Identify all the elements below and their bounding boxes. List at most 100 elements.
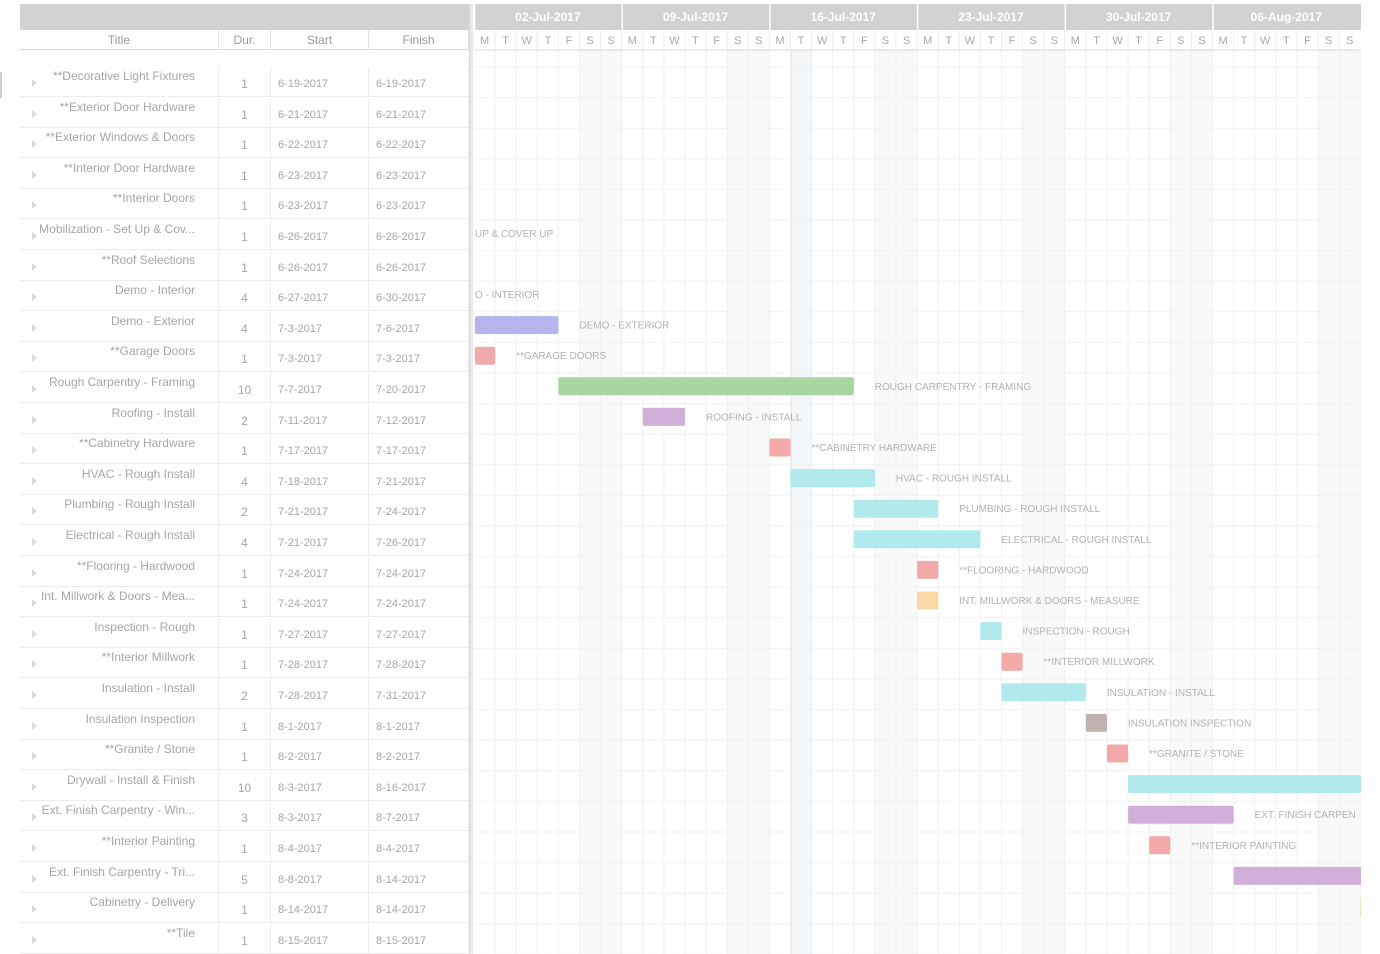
task-start: 6-19-2017 (271, 67, 369, 97)
expand-arrow-icon[interactable] (32, 935, 37, 944)
table-row[interactable]: Insulation Inspection 1 8-1-2017 8-1-2017 (20, 709, 469, 740)
task-title-cell[interactable]: **Tile (20, 923, 219, 954)
table-row[interactable]: **Interior Door Hardware 1 6-23-2017 6-23-2… (20, 158, 469, 189)
task-title-cell[interactable]: Ext. Finish Carpentry - Tri... (20, 862, 219, 893)
table-row[interactable]: Roofing - Install 2 7-11-2017 7-12-2017 (20, 403, 469, 434)
column-header-duration[interactable]: Dur. (219, 30, 271, 50)
expand-arrow-icon[interactable] (32, 354, 37, 363)
task-title-cell[interactable]: **Roof Selections (20, 250, 219, 281)
table-row[interactable]: **Granite / Stone 1 8-2-2017 8-2-2017 (20, 740, 469, 771)
task-title-cell[interactable]: Roofing - Install (20, 403, 219, 434)
table-row[interactable]: Ext. Finish Carpentry - Tri... 5 8-8-2017 8… (20, 862, 469, 893)
grid-splitter[interactable] (469, 4, 473, 954)
expand-arrow-icon[interactable] (32, 721, 37, 730)
expand-arrow-icon[interactable] (32, 507, 37, 516)
table-row[interactable]: **Exterior Door Hardware 1 6-21-2017 6-21-2… (20, 97, 469, 128)
task-title-cell[interactable]: Mobilization - Set Up & Cov... (20, 220, 219, 250)
task-title-cell[interactable]: **Interior Millwork (20, 648, 219, 679)
expand-arrow-icon[interactable] (32, 691, 37, 699)
expand-arrow-icon[interactable] (32, 476, 37, 485)
expand-arrow-icon[interactable] (32, 109, 37, 118)
expand-arrow-icon[interactable] (32, 568, 37, 577)
expand-arrow-icon[interactable] (32, 905, 37, 914)
expand-arrow-icon[interactable] (32, 660, 37, 669)
expand-arrow-icon[interactable] (32, 844, 37, 852)
task-title-cell[interactable]: Insulation Inspection (20, 709, 219, 740)
expand-arrow-icon[interactable] (32, 415, 37, 424)
expand-arrow-icon[interactable] (32, 79, 37, 87)
expand-arrow-icon[interactable] (32, 201, 37, 210)
expand-arrow-icon[interactable] (32, 232, 37, 240)
table-row[interactable]: **Roof Selections 1 6-26-2017 6-26-2017 (20, 250, 469, 281)
expand-arrow-icon[interactable] (32, 813, 37, 822)
task-title-cell[interactable]: Demo - Exterior (20, 311, 219, 342)
task-title-cell[interactable]: Inspection - Rough (20, 617, 219, 648)
table-row[interactable]: Rough Carpentry - Framing 10 7-7-2017 7-20-… (20, 373, 469, 403)
task-title-cell[interactable]: **Granite / Stone (20, 740, 219, 771)
table-row[interactable]: **Tile 1 8-15-2017 8-15-2017 (20, 923, 469, 954)
table-row[interactable]: Electrical - Rough Install 4 7-21-2017 7-26… (20, 526, 469, 556)
expand-arrow-icon[interactable] (32, 874, 37, 883)
task-title-cell[interactable]: Insulation - Install (20, 679, 219, 709)
week-label: 23-Jul-2017 (958, 10, 1024, 24)
column-header-finish[interactable]: Finish (369, 30, 469, 50)
expand-arrow-icon[interactable] (32, 446, 37, 455)
table-row[interactable]: Cabinetry - Delivery 1 8-14-2017 8-14-2017 (20, 893, 469, 924)
task-title-cell[interactable]: **Decorative Light Fixtures (20, 67, 219, 97)
task-start: 7-24-2017 (271, 556, 369, 587)
table-row[interactable]: **Flooring - Hardwood 1 7-24-2017 7-24-2017 (20, 556, 469, 587)
column-header-title[interactable]: Title (20, 30, 219, 50)
table-row[interactable]: Plumbing - Rough Install 2 7-21-2017 7-24-2… (20, 495, 469, 526)
table-row[interactable]: Int. Millwork & Doors - Mea... 1 7-24-2017… (20, 587, 469, 618)
task-bar-label: **INTERIOR MILLWORK (1044, 657, 1155, 668)
task-finish: 7-24-2017 (369, 556, 469, 587)
task-title-cell[interactable]: **Garage Doors (20, 342, 219, 373)
task-title-cell[interactable]: **Cabinetry Hardware (20, 434, 219, 465)
task-title-cell[interactable]: Demo - Interior (20, 281, 219, 312)
table-row[interactable]: **Exterior Windows & Doors 1 6-22-2017 6-22… (20, 128, 469, 159)
expand-arrow-icon[interactable] (32, 385, 37, 393)
task-title-cell[interactable]: **Interior Door Hardware (20, 158, 219, 189)
task-title-cell[interactable]: Plumbing - Rough Install (20, 495, 219, 526)
table-row[interactable]: Ext. Finish Carpentry - Win... 3 8-3-2017 8… (20, 801, 469, 832)
task-start: 7-21-2017 (271, 495, 369, 526)
task-title-cell[interactable]: **Interior Doors (20, 189, 219, 220)
task-title-cell[interactable]: **Interior Painting (20, 832, 219, 862)
table-row[interactable]: **Decorative Light Fixtures 1 6-19-2017 6-1… (20, 67, 469, 97)
task-title-cell[interactable]: Drywall - Install & Finish (20, 770, 219, 801)
expand-arrow-icon[interactable] (32, 262, 37, 271)
expand-arrow-icon[interactable] (32, 140, 37, 149)
table-row[interactable]: Insulation - Install 2 7-28-2017 7-31-2017 (20, 679, 469, 709)
task-title-cell[interactable]: Electrical - Rough Install (20, 526, 219, 556)
table-row[interactable]: Drywall - Install & Finish 10 8-3-2017 8-16… (20, 770, 469, 801)
expand-arrow-icon[interactable] (32, 752, 37, 761)
expand-arrow-icon[interactable] (32, 293, 37, 302)
table-row[interactable]: Demo - Interior 4 6-27-2017 6-30-2017 (20, 281, 469, 312)
expand-arrow-icon[interactable] (32, 629, 37, 638)
expand-arrow-icon[interactable] (32, 323, 37, 332)
task-title-cell[interactable]: **Exterior Door Hardware (20, 97, 219, 128)
task-start: 8-3-2017 (271, 801, 369, 832)
task-title-cell[interactable]: Int. Millwork & Doors - Mea... (20, 587, 219, 618)
task-title-cell[interactable]: Cabinetry - Delivery (20, 893, 219, 924)
task-title-cell[interactable]: HVAC - Rough Install (20, 464, 219, 495)
expand-arrow-icon[interactable] (32, 170, 37, 179)
table-row[interactable]: Demo - Exterior 4 7-3-2017 7-6-2017 (20, 311, 469, 342)
task-finish: 7-6-2017 (369, 311, 469, 342)
table-row[interactable]: **Interior Doors 1 6-23-2017 6-23-2017 (20, 189, 469, 220)
table-row[interactable]: **Cabinetry Hardware 1 7-17-2017 7-17-2017 (20, 434, 469, 465)
task-title-cell[interactable]: **Flooring - Hardwood (20, 556, 219, 587)
table-row[interactable]: **Interior Millwork 1 7-28-2017 7-28-2017 (20, 648, 469, 679)
column-header-start[interactable]: Start (271, 30, 369, 50)
expand-arrow-icon[interactable] (32, 538, 37, 546)
table-row[interactable]: HVAC - Rough Install 4 7-18-2017 7-21-2017 (20, 464, 469, 495)
table-row[interactable]: **Interior Painting 1 8-4-2017 8-4-2017 (20, 832, 469, 862)
task-title-cell[interactable]: **Exterior Windows & Doors (20, 128, 219, 159)
table-row[interactable]: Inspection - Rough 1 7-27-2017 7-27-2017 (20, 617, 469, 648)
expand-arrow-icon[interactable] (32, 782, 37, 791)
expand-arrow-icon[interactable] (32, 599, 37, 608)
table-row[interactable]: **Garage Doors 1 7-3-2017 7-3-2017 (20, 342, 469, 373)
table-row[interactable]: Mobilization - Set Up & Cov... 1 6-26-2017… (20, 220, 469, 250)
task-title-cell[interactable]: Ext. Finish Carpentry - Win... (20, 801, 219, 832)
task-title-cell[interactable]: Rough Carpentry - Framing (20, 373, 219, 403)
